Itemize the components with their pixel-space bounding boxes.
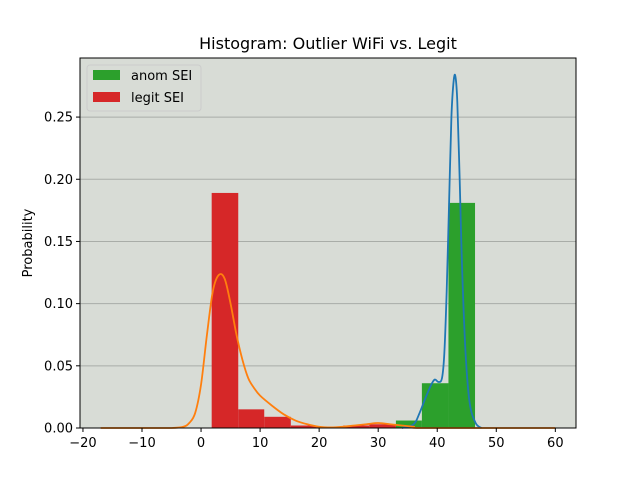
y-axis: 0.00 0.05 0.10 0.15 0.20 0.25 [44, 111, 80, 437]
x-tick-label: 10 [252, 436, 269, 451]
y-tick-label: 0.15 [44, 235, 73, 250]
x-tick-label: −10 [128, 436, 155, 451]
y-tick-label: 0.00 [44, 422, 73, 437]
y-tick-label: 0.05 [44, 359, 73, 374]
histogram-bar [264, 416, 291, 428]
histogram-bar [369, 424, 396, 428]
histogram-bar [343, 425, 370, 428]
y-tick-label: 0.25 [44, 111, 73, 126]
y-tick-label: 0.20 [44, 173, 73, 188]
legend-label-anom: anom SEI [131, 69, 192, 84]
histogram-bar [290, 425, 317, 428]
x-tick-label: 30 [370, 436, 387, 451]
x-tick-label: 20 [311, 436, 328, 451]
x-tick-label: 0 [197, 436, 205, 451]
legend-swatch-anom [93, 70, 120, 80]
y-tick-label: 0.10 [44, 297, 73, 312]
histogram-bar [211, 192, 239, 428]
density-curve [401, 73, 483, 429]
y-axis-label: Probability [21, 208, 36, 277]
legend: anom SEI legit SEI [86, 64, 202, 112]
x-tick-label: 40 [429, 436, 446, 451]
density-curve [100, 273, 556, 429]
legend-label-legit: legit SEI [131, 91, 184, 106]
x-tick-label: 60 [547, 436, 564, 451]
gridlines [80, 116, 576, 367]
plot-frame [79, 57, 577, 429]
histogram-bar [395, 420, 422, 428]
chart-title: Histogram: Outlier WiFi vs. Legit [199, 34, 457, 53]
density-curves [100, 73, 556, 429]
x-tick-label: 50 [488, 436, 505, 451]
x-tick-label: −20 [69, 436, 96, 451]
histogram-bar [421, 383, 449, 428]
plot-area [80, 58, 576, 428]
legend-swatch-legit [93, 92, 120, 102]
histogram-bar [238, 409, 265, 428]
x-axis: −20 −10 0 10 20 30 40 50 60 [69, 428, 564, 451]
